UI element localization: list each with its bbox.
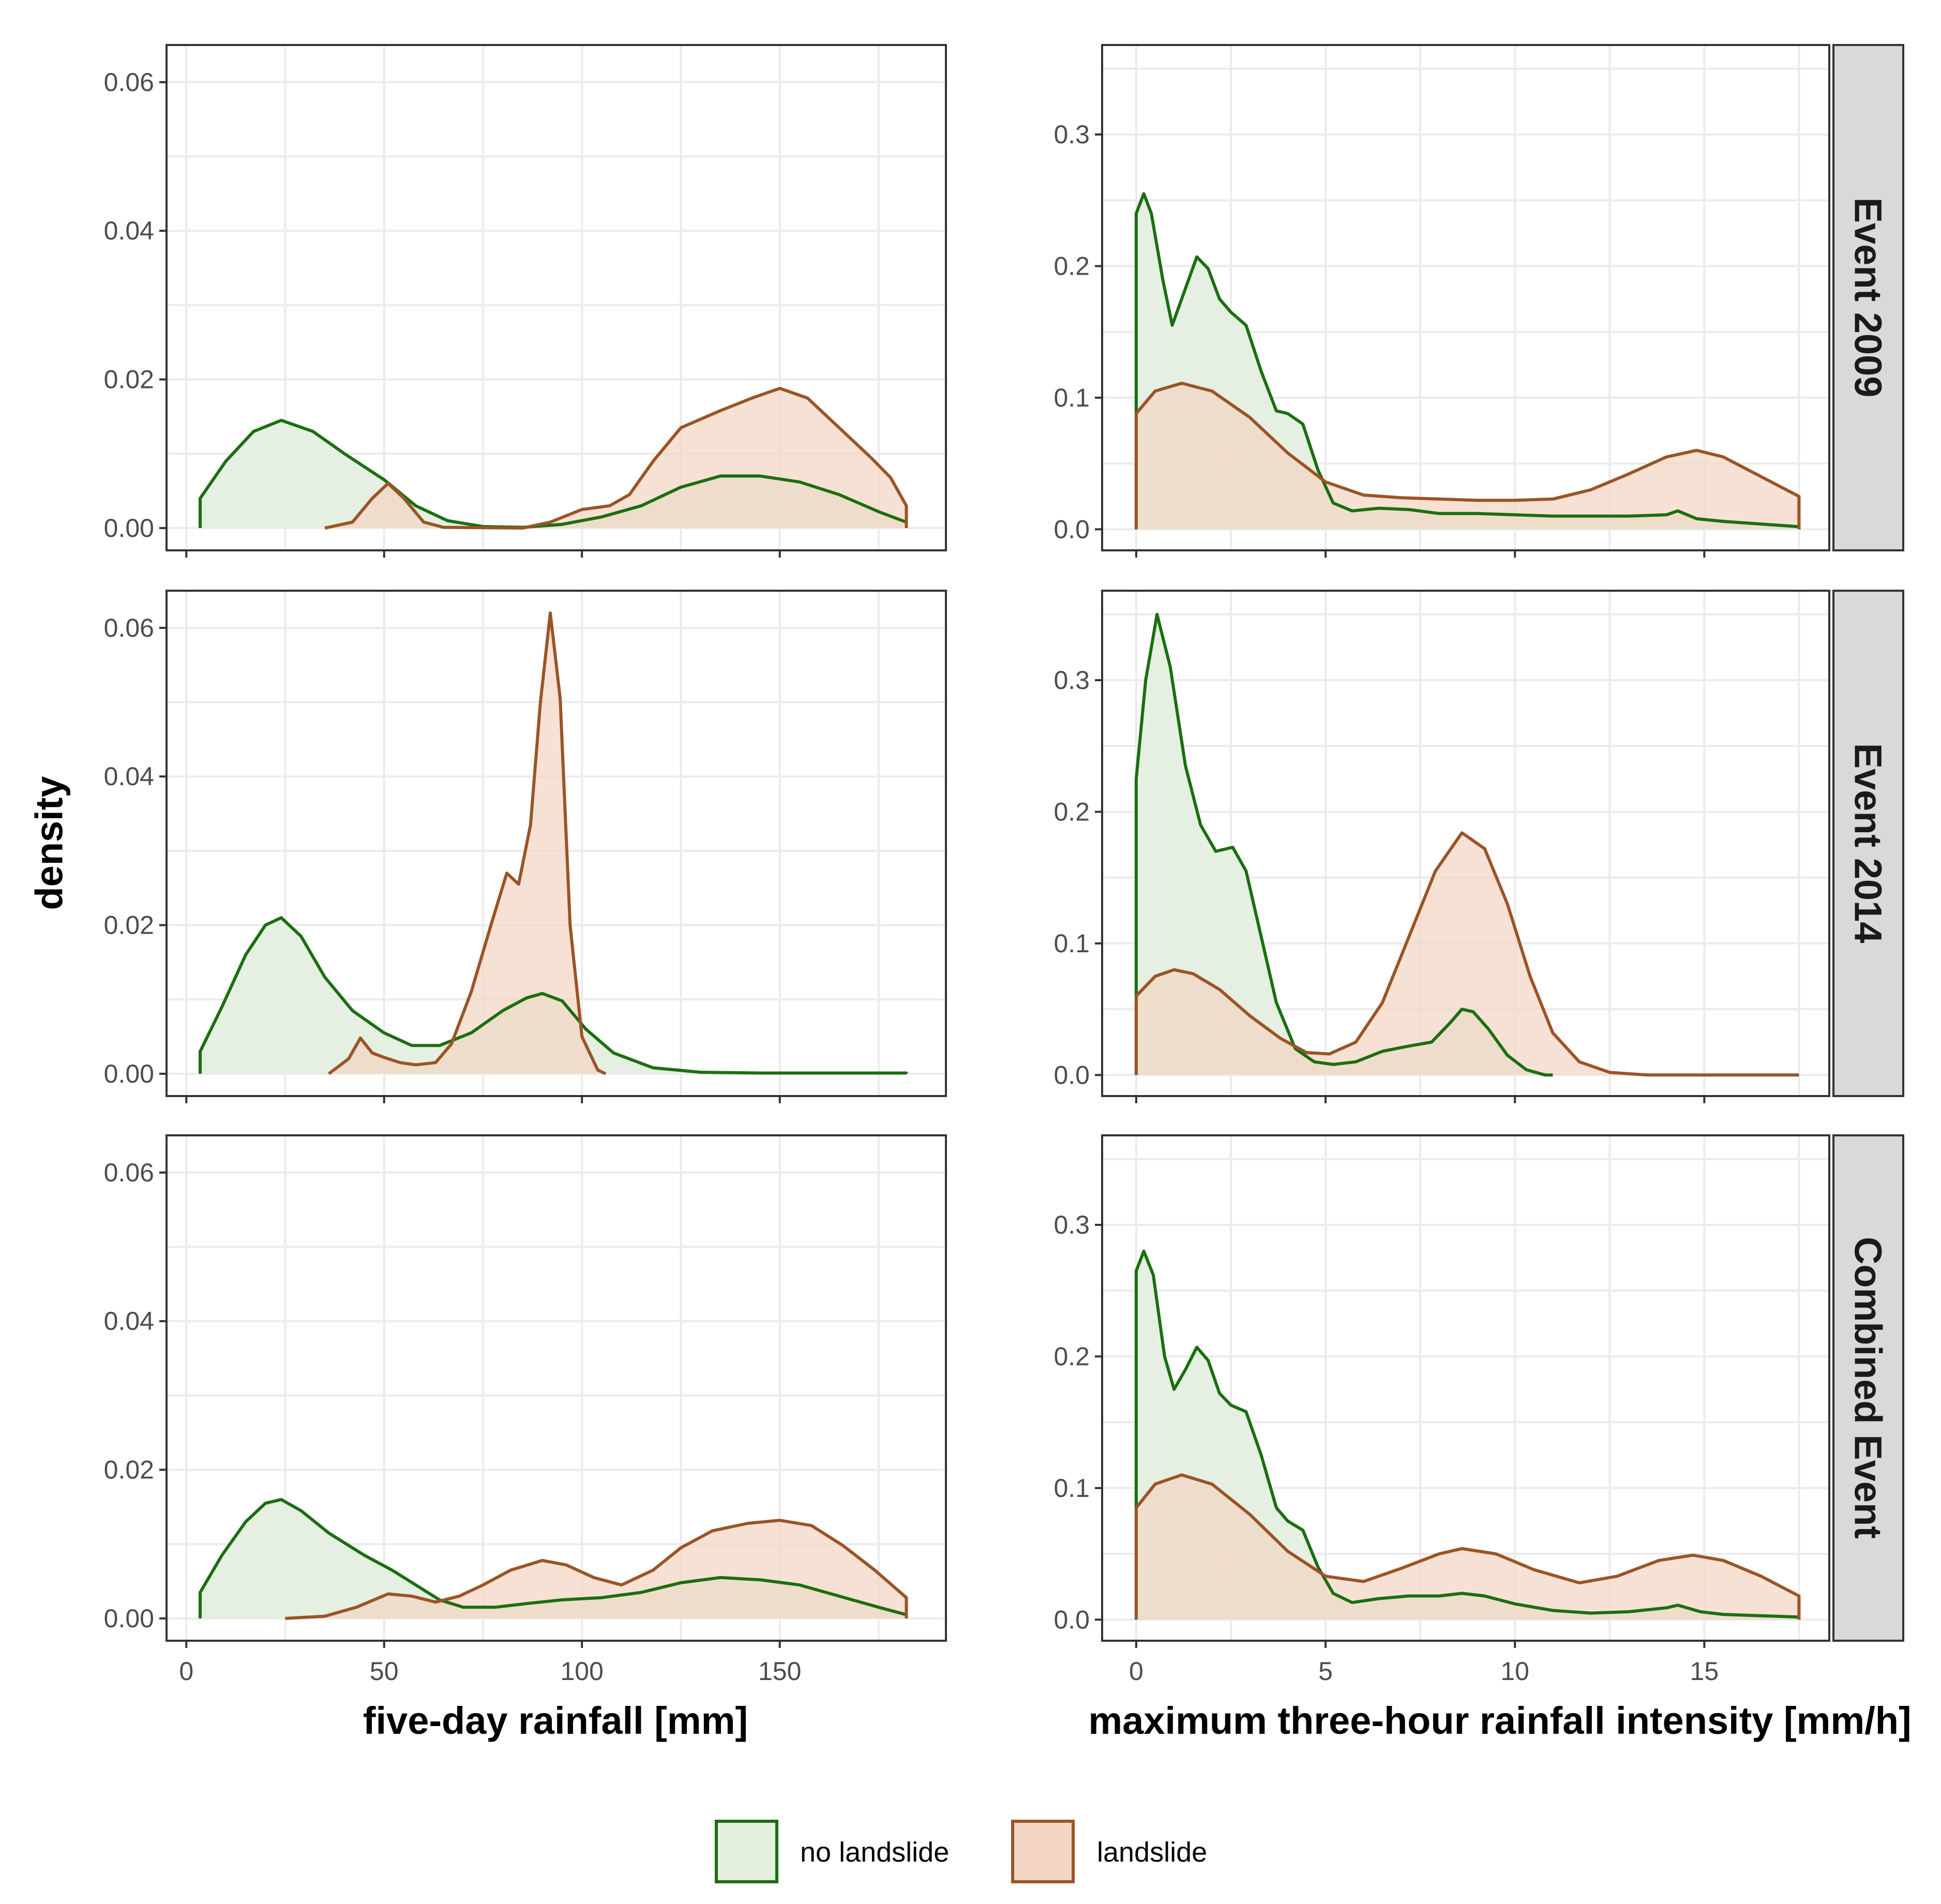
density-area-landslide	[285, 1520, 907, 1618]
panel-border	[165, 44, 947, 551]
density-area-landslide	[1136, 383, 1799, 530]
x-tick-label: 50	[370, 1657, 399, 1686]
strip-event-2009-bg	[1832, 44, 1904, 551]
y-axis-title: density	[28, 776, 71, 910]
density-area-landslide	[325, 388, 907, 528]
x-axis-title-right: maximum three-hour rainfall intensity [m…	[1088, 1699, 1911, 1742]
x-tick-label: 150	[758, 1657, 801, 1686]
y-tick-label: 0.06	[104, 68, 154, 97]
panel-event-2014-col1: 0.0 0.1 0.2 0.3	[1054, 590, 1830, 1103]
density-area-landslide	[328, 613, 606, 1074]
y-tick-label: 0.00	[104, 1059, 154, 1088]
y-tick-label: 0.04	[104, 1307, 154, 1336]
density-area-landslide	[1136, 833, 1799, 1075]
y-tick-label: 0.00	[104, 1604, 154, 1633]
density-area-landslide	[1136, 1475, 1799, 1620]
x-tick-label: 0	[1129, 1657, 1143, 1686]
facet-strips: Event 2009 Event 2014 Combined Event	[1832, 44, 1904, 1642]
y-tick-label: 0.2	[1054, 1342, 1090, 1371]
panel-border	[165, 1134, 947, 1642]
density-area-no-landslide	[1136, 614, 1553, 1075]
density-line-landslide	[1134, 831, 1799, 1077]
legend: no landslide landslide	[715, 1820, 1207, 1883]
y-tick-label: 0.3	[1054, 1210, 1090, 1239]
y-tick-label: 0.00	[104, 514, 154, 543]
panel-border	[1101, 44, 1830, 551]
density-area-no-landslide	[200, 918, 907, 1074]
y-tick-label: 0.3	[1054, 666, 1090, 695]
legend-label-landslide: landslide	[1097, 1837, 1207, 1868]
density-line-no-landslide	[1134, 612, 1553, 1077]
density-line-no-landslide	[1134, 192, 1801, 530]
y-tick-label: 0.02	[104, 365, 154, 394]
panel-event-2009-col1: 0.0 0.1 0.2 0.3	[1054, 44, 1830, 558]
strip-event-2014-label: Event 2014	[1847, 743, 1890, 943]
x-tick-label: 100	[561, 1657, 604, 1686]
y-tick-label: 0.2	[1054, 797, 1090, 826]
legend-key-landslide	[1011, 1820, 1075, 1883]
x-tick-label: 0	[179, 1657, 193, 1686]
strip-event-2009-label: Event 2009	[1847, 198, 1890, 398]
legend-label-no-landslide: no landslide	[800, 1837, 949, 1868]
y-tick-label: 0.1	[1054, 383, 1090, 412]
density-line-no-landslide	[199, 1498, 908, 1618]
density-line-landslide	[285, 1519, 908, 1620]
y-tick-label: 0.04	[104, 216, 154, 245]
x-tick-label: 5	[1318, 1657, 1333, 1686]
y-tick-label: 0.02	[104, 911, 154, 940]
y-tick-label: 0.3	[1054, 120, 1090, 149]
x-tick-label: 10	[1500, 1657, 1529, 1686]
density-line-landslide	[324, 386, 908, 530]
density-line-no-landslide	[1134, 1249, 1801, 1620]
panel-event-2009-col0: 0.00 0.02 0.04 0.06	[104, 44, 947, 558]
panel-border	[1101, 1134, 1830, 1642]
y-tick-label: 0.1	[1054, 1474, 1090, 1503]
panel-border	[165, 590, 947, 1097]
density-line-landslide	[1134, 1473, 1801, 1620]
y-tick-label: 0.1	[1054, 929, 1090, 958]
panel-event-2014-col0: 0.00 0.02 0.04 0.06	[104, 590, 947, 1103]
strip-event-2014-bg	[1832, 590, 1904, 1097]
legend-key-no-landslide	[715, 1820, 778, 1883]
density-line-no-landslide	[199, 916, 908, 1075]
panel-combined-event-col0: 0.00 0.02 0.04 0.06 0 50 100 150	[104, 1134, 947, 1686]
y-tick-label: 0.06	[104, 613, 154, 642]
density-area-no-landslide	[1136, 193, 1799, 530]
panel-border	[1101, 590, 1830, 1097]
x-axis-title-left: five-day rainfall [mm]	[363, 1699, 748, 1742]
y-tick-label: 0.06	[104, 1158, 154, 1187]
panels: 0.000.020.040.060.00.10.20.30.000.020.04…	[104, 44, 1830, 1686]
density-line-landslide	[327, 611, 607, 1075]
y-tick-label: 0.2	[1054, 251, 1090, 280]
y-tick-label: 0.02	[104, 1456, 154, 1485]
y-tick-label: 0.0	[1054, 1605, 1090, 1634]
x-tick-label: 15	[1690, 1657, 1719, 1686]
y-tick-label: 0.0	[1054, 1060, 1090, 1089]
strip-combined-event-label: Combined Event	[1847, 1237, 1890, 1539]
y-tick-label: 0.04	[104, 762, 154, 791]
density-line-landslide	[1134, 381, 1801, 530]
y-tick-label: 0.0	[1054, 515, 1090, 544]
panel-combined-event-col1: 0.0 0.1 0.2 0.3 0 5 10 15	[1054, 1134, 1830, 1686]
strip-combined-event-bg	[1832, 1134, 1904, 1642]
